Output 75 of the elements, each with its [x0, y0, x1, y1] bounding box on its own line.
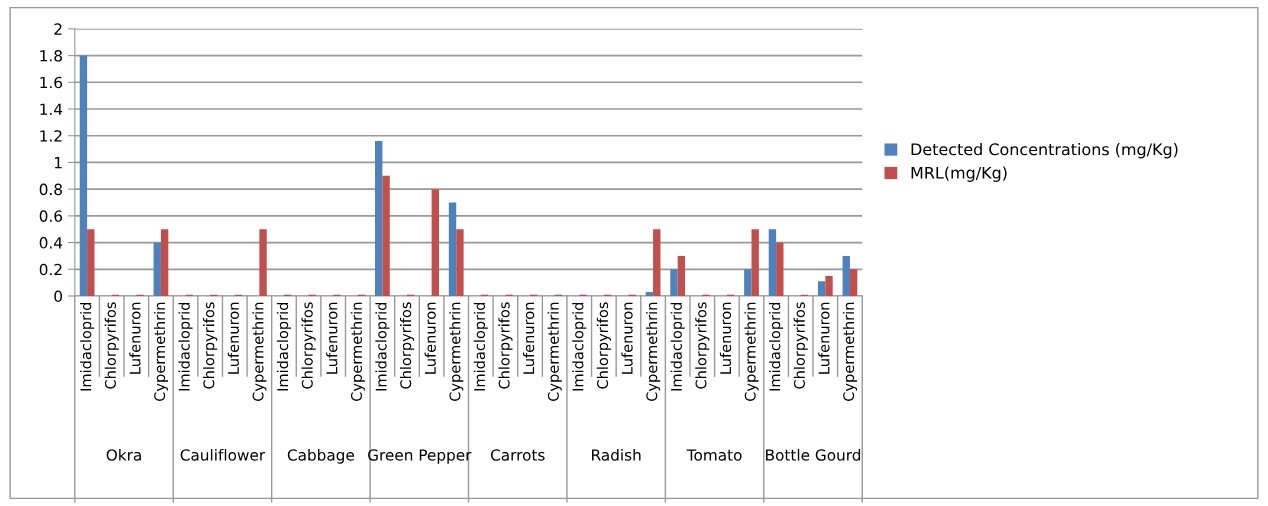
bar — [817, 281, 826, 297]
x-tick-label: Lufenuron — [818, 302, 830, 374]
x-tick-label: Cypermethrin — [744, 302, 759, 401]
y-tick-label: 0 — [54, 290, 62, 303]
bar — [87, 229, 95, 297]
x-tick-label: Chlorpyrifos — [301, 302, 316, 389]
y-tick-label: 0.6 — [39, 210, 63, 222]
bar — [677, 255, 686, 297]
y-tick-label: 0.4 — [39, 237, 63, 249]
text: Green Pepper — [368, 449, 472, 464]
bar — [825, 275, 833, 297]
text: Cabbage — [287, 448, 355, 464]
bar — [849, 269, 858, 297]
y-tick-label: 0.2 — [39, 263, 62, 276]
x-tick-label: Lufenuron — [227, 302, 239, 374]
x-tick-label: Chlorpyrifos — [498, 302, 513, 389]
x-tick-label: Chlorpyrifos — [203, 302, 218, 389]
x-tick-label: Lufenuron — [719, 302, 732, 374]
bar — [79, 55, 88, 297]
text: Tomato — [686, 449, 742, 461]
x-tick-label: Chlorpyrifos — [104, 302, 119, 389]
y-tick-label: 1 — [54, 157, 62, 169]
bar — [645, 292, 654, 297]
x-tick-label: Cypermethrin — [646, 302, 661, 401]
bar — [768, 229, 777, 297]
bar — [776, 242, 784, 297]
bar — [751, 229, 759, 297]
x-tick-label: Imidacloprid — [276, 302, 292, 391]
text: Bottle Gourd — [766, 448, 861, 461]
bar — [153, 242, 161, 297]
x-tick-label: Lufenuron — [129, 302, 141, 374]
x-tick-label: Imidacloprid — [473, 302, 488, 391]
x-tick-label: Lufenuron — [326, 302, 338, 374]
y-tick-label: 2 — [54, 23, 62, 35]
y-tick-label: 1.8 — [40, 50, 62, 62]
x-tick-label: Lufenuron — [621, 302, 633, 374]
y-tick-label: 1.6 — [40, 76, 63, 89]
x-tick-label: Imidacloprid — [572, 302, 587, 391]
bar — [448, 202, 457, 297]
bar — [431, 189, 439, 297]
x-tick-label: Cypermethrin — [547, 302, 562, 401]
x-tick-label: Lufenuron — [522, 302, 535, 374]
bar — [375, 141, 383, 297]
text: Cauliflower — [180, 448, 266, 461]
x-tick-label: Cypermethrin — [350, 302, 365, 401]
x-tick-label: Lufenuron — [424, 302, 436, 374]
x-tick-label: Cypermethrin — [252, 302, 267, 401]
legend-label: Detected Concentrations (mg/Kg) — [911, 142, 1178, 159]
x-tick-label: Imidacloprid — [375, 302, 390, 391]
text: Okra — [106, 448, 141, 461]
y-tick-label: 1.4 — [40, 103, 63, 115]
x-tick-label: Chlorpyrifos — [399, 302, 415, 389]
y-tick-label: 1.2 — [40, 130, 62, 142]
x-tick-label: Cypermethrin — [449, 302, 464, 401]
y-tick-label: 0.8 — [39, 183, 62, 196]
x-tick-label: Chlorpyrifos — [793, 302, 808, 389]
x-tick-label: Chlorpyrifos — [596, 302, 611, 389]
x-tick-label: Chlorpyrifos — [695, 302, 710, 389]
x-tick-label: Imidacloprid — [80, 302, 95, 391]
x-tick-label: Imidacloprid — [670, 302, 685, 391]
x-tick-label: Imidacloprid — [769, 302, 784, 391]
x-tick-label: Imidacloprid — [178, 302, 193, 391]
bar — [653, 229, 661, 297]
x-tick-label: Cypermethrin — [153, 302, 168, 401]
text: Carrots — [490, 449, 545, 461]
text: Radish — [592, 448, 641, 461]
x-tick-label: Cypermethrin — [842, 302, 857, 401]
bar — [382, 175, 390, 297]
bar — [670, 269, 678, 297]
bar — [842, 255, 850, 297]
bar — [160, 229, 169, 297]
legend-label: MRL(mg/Kg) — [911, 166, 1007, 182]
bar — [744, 269, 752, 297]
bar — [456, 229, 464, 297]
bar — [259, 229, 267, 297]
